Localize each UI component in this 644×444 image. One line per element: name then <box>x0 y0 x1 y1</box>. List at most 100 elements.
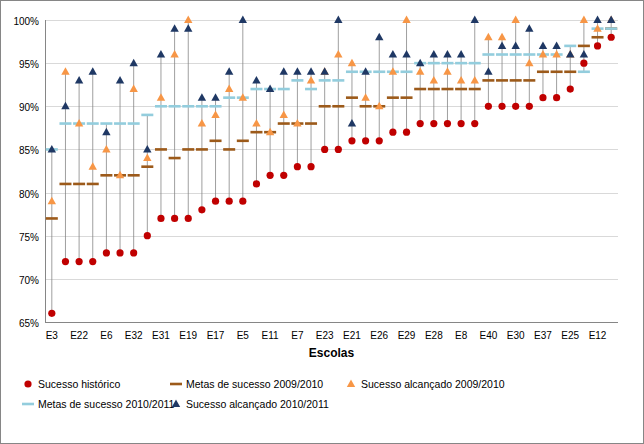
high-low-line <box>379 37 380 141</box>
marker <box>539 50 547 58</box>
marker <box>87 122 99 125</box>
marker <box>226 198 233 205</box>
marker <box>578 45 590 48</box>
marker <box>511 16 519 24</box>
marker <box>89 258 96 265</box>
marker <box>266 85 274 93</box>
marker <box>252 119 260 127</box>
y-tick-label: 95% <box>19 59 39 70</box>
high-low-line <box>324 72 325 150</box>
x-tick-label: E31 <box>152 330 170 341</box>
marker <box>239 16 247 24</box>
x-tick-label: E26 <box>370 330 388 341</box>
x-tick-label: E5 <box>237 330 250 341</box>
y-tick-label: 90% <box>19 102 39 113</box>
marker <box>457 50 465 58</box>
marker <box>237 140 249 143</box>
marker <box>608 34 615 41</box>
marker <box>334 16 342 24</box>
marker <box>225 67 233 75</box>
marker <box>430 120 437 127</box>
marker <box>291 79 303 82</box>
grid-line <box>45 236 618 237</box>
marker <box>307 67 315 75</box>
marker <box>184 16 192 24</box>
x-tick-label: E37 <box>534 330 552 341</box>
marker <box>457 76 465 84</box>
x-tick-label: E32 <box>125 330 143 341</box>
marker <box>361 67 369 75</box>
marker <box>553 94 560 101</box>
marker <box>196 105 208 108</box>
marker <box>239 93 247 101</box>
marker <box>580 50 588 58</box>
high-low-line <box>147 115 148 236</box>
marker <box>414 88 426 91</box>
chart-border <box>1 1 644 444</box>
marker <box>129 85 137 93</box>
marker <box>185 215 192 222</box>
marker <box>567 85 574 92</box>
marker <box>335 146 342 153</box>
marker <box>87 183 99 186</box>
x-tick-label: E30 <box>507 330 525 341</box>
marker <box>484 67 492 75</box>
marker <box>89 67 97 75</box>
high-low-line <box>474 20 475 124</box>
marker <box>144 232 151 239</box>
marker <box>48 310 55 317</box>
marker <box>61 102 69 110</box>
high-low-line <box>160 55 161 219</box>
marker <box>511 41 519 49</box>
grid-line <box>45 322 618 323</box>
marker <box>564 70 576 73</box>
marker <box>484 33 492 41</box>
marker <box>455 62 467 65</box>
marker <box>48 197 56 205</box>
marker <box>443 50 451 58</box>
y-tick-label: 65% <box>19 318 39 329</box>
marker <box>444 120 451 127</box>
marker <box>376 137 383 144</box>
marker <box>510 53 522 56</box>
marker <box>280 67 288 75</box>
marker <box>100 174 112 177</box>
marker <box>361 93 369 101</box>
marker <box>605 27 617 30</box>
marker <box>593 16 601 24</box>
marker <box>443 67 451 75</box>
marker <box>130 249 137 256</box>
marker <box>211 110 219 118</box>
legend-label: Metas de sucesso 2009/2010 <box>186 378 323 390</box>
series <box>48 16 616 153</box>
marker <box>103 249 110 256</box>
marker <box>169 105 181 108</box>
marker <box>278 88 290 91</box>
marker <box>525 59 533 67</box>
y-tick-label: 70% <box>19 275 39 286</box>
marker <box>116 171 124 179</box>
marker <box>441 88 453 91</box>
marker <box>592 36 604 39</box>
marker <box>430 76 438 84</box>
marker <box>102 145 110 153</box>
marker <box>512 103 519 110</box>
marker <box>253 180 260 187</box>
marker <box>102 128 110 136</box>
marker <box>375 102 383 110</box>
marker <box>307 163 314 170</box>
grid-line <box>45 20 618 21</box>
marker <box>417 120 424 127</box>
legend-label: Sucesso histórico <box>38 378 120 390</box>
marker <box>539 94 546 101</box>
marker <box>157 50 165 58</box>
marker <box>482 79 494 82</box>
legend-marker <box>170 383 182 386</box>
marker <box>129 59 137 67</box>
marker <box>75 119 83 127</box>
marker <box>401 70 413 73</box>
marker <box>128 122 140 125</box>
marker <box>428 62 440 65</box>
marker <box>401 96 413 99</box>
x-axis <box>45 322 618 323</box>
